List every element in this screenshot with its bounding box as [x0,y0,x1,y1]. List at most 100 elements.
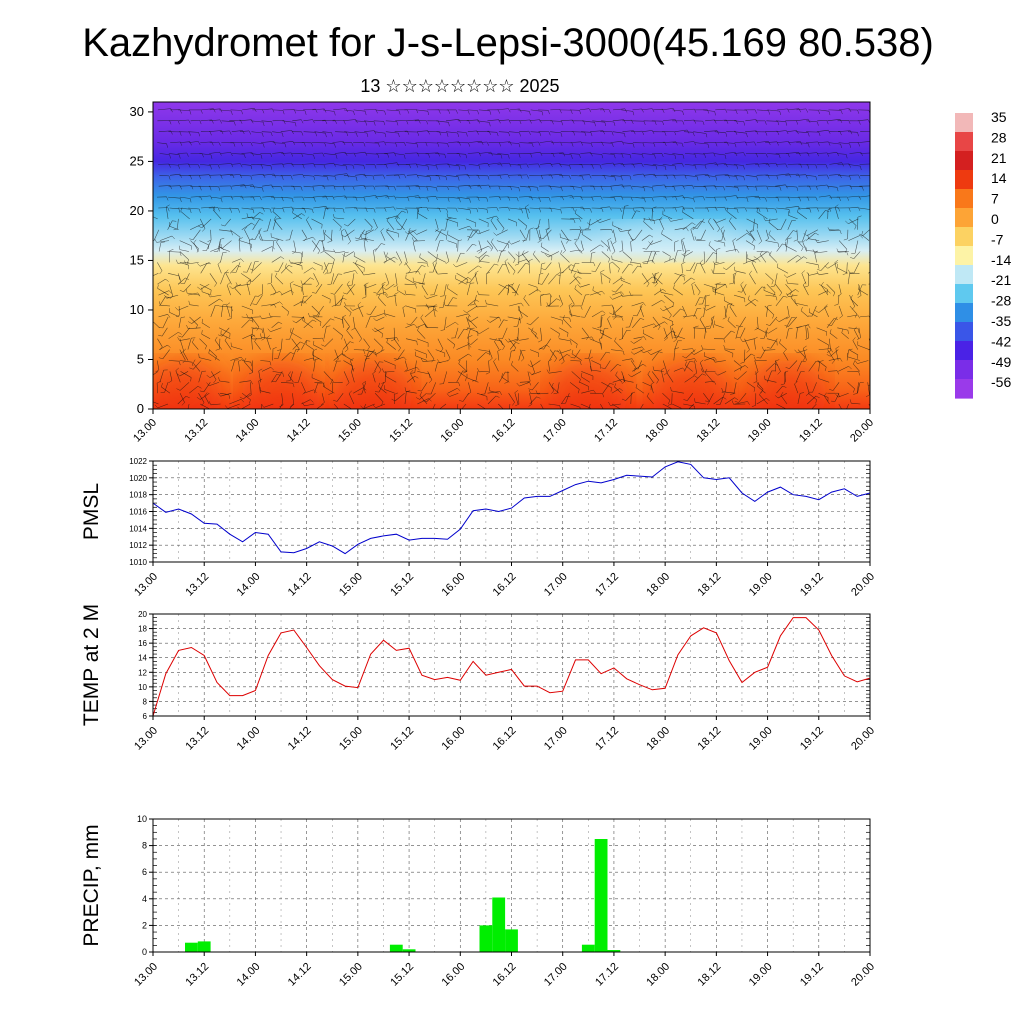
colorbar-swatch [955,322,973,342]
heatmap-xtick-label: 13.00 [131,417,159,445]
colorbar-swatch [955,246,973,266]
xtick-label: 17.12 [593,961,621,989]
ytick-label: 1022 [129,457,147,466]
xtick-label: 18.12 [696,725,724,753]
colorbar-swatch [955,208,973,228]
heatmap-ytick-label: 0 [137,401,144,416]
xtick-label: 13.12 [183,571,211,599]
colorbar-swatch [955,227,973,247]
colorbar-label: -49 [991,354,1011,370]
colorbar-label: 35 [991,109,1007,125]
xtick-label: 15.00 [337,961,365,989]
colorbar-label: -28 [991,293,1011,309]
heatmap-xtick-label: 18.00 [643,417,671,445]
ytick-label: 1018 [129,491,147,500]
xtick-label: 14.00 [235,961,263,989]
ytick-label: 4 [142,894,147,904]
xtick-label: 20.00 [849,961,877,989]
colorbar-swatch [955,113,973,133]
xtick-label: 18.12 [696,961,724,989]
precip-bar [505,929,518,952]
colorbar-label: -56 [991,374,1011,390]
heatmap-xtick-label: 20.00 [848,417,876,445]
heatmap-ytick-label: 15 [130,252,144,267]
xtick-label: 18.00 [644,961,672,989]
xtick-label: 19.12 [798,725,826,753]
xtick-label: 16.12 [491,961,519,989]
xtick-label: 14.00 [235,571,263,599]
colorbar-swatch [955,265,973,285]
xtick-label: 15.12 [388,725,416,753]
colorbar-swatch [955,341,973,361]
xtick-label: 17.12 [593,725,621,753]
xtick-label: 15.00 [337,571,365,599]
ytick-label: 2 [142,920,147,930]
heatmap-xtick-label: 14.00 [234,417,262,445]
colorbar-swatch [955,379,973,399]
xtick-label: 18.00 [644,725,672,753]
xtick-label: 16.00 [439,571,467,599]
xtick-label: 19.00 [747,961,775,989]
xtick-label: 18.12 [696,571,724,599]
xtick-label: 13.12 [183,961,211,989]
xtick-label: 18.00 [644,571,672,599]
heatmap-xtick-label: 17.00 [541,417,569,445]
temp-axis-title: TEMP at 2 M [80,604,103,726]
heatmap-xtick-label: 16.00 [438,417,466,445]
xtick-label: 20.00 [849,725,877,753]
ytick-label: 12 [138,668,147,677]
heatmap-xtick-label: 14.12 [285,417,313,445]
colorbar-swatch [955,303,973,323]
xtick-label: 19.00 [747,725,775,753]
colorbar-label: -35 [991,313,1011,329]
colorbar-label: -21 [991,272,1011,288]
heatmap-xtick-label: 13.12 [182,417,210,445]
precip-bar [582,945,595,952]
colorbar-label: 28 [991,129,1007,145]
ytick-label: 10 [138,683,147,692]
heatmap-xtick-label: 19.00 [746,417,774,445]
xtick-label: 19.00 [747,571,775,599]
heatmap-xtick-label: 17.12 [592,417,620,445]
xtick-label: 17.12 [593,571,621,599]
colorbar-label: 0 [991,211,999,227]
warm-core-0 [142,360,222,428]
precip-bar [492,898,505,953]
ytick-label: 18 [138,625,147,634]
pmsl-axis-title: PMSL [80,483,103,540]
precip-axis-title: PRECIP, mm [80,824,103,946]
xtick-label: 20.00 [849,571,877,599]
xtick-label: 17.00 [542,725,570,753]
xtick-label: 16.12 [491,571,519,599]
xtick-label: 17.00 [542,571,570,599]
xtick-label: 13.00 [132,961,160,989]
xtick-label: 15.12 [388,571,416,599]
xtick-label: 19.12 [798,961,826,989]
xtick-label: 19.12 [798,571,826,599]
xtick-label: 16.00 [439,961,467,989]
colorbar-label: 21 [991,150,1007,166]
ytick-label: 1020 [129,474,147,483]
colorbar-label: -7 [991,231,1004,247]
colorbar-swatch [955,132,973,152]
ytick-label: 1016 [129,508,147,517]
ytick-label: 20 [138,610,147,619]
xtick-label: 13.12 [183,725,211,753]
colorbar-label: 14 [991,170,1007,186]
chart-title: Kazhydromet for J-s-Lepsi-3000(45.169 80… [82,21,934,65]
xtick-label: 17.00 [542,961,570,989]
colorbar-swatch [955,360,973,380]
heatmap-ytick-label: 30 [130,104,144,119]
xtick-label: 16.00 [439,725,467,753]
colorbar-swatch [955,151,973,171]
precip-bar [390,945,403,952]
heatmap-ytick-label: 25 [130,153,144,168]
ytick-label: 0 [142,947,147,957]
colorbar-swatch [955,284,973,304]
colorbar-label: -14 [991,252,1011,268]
